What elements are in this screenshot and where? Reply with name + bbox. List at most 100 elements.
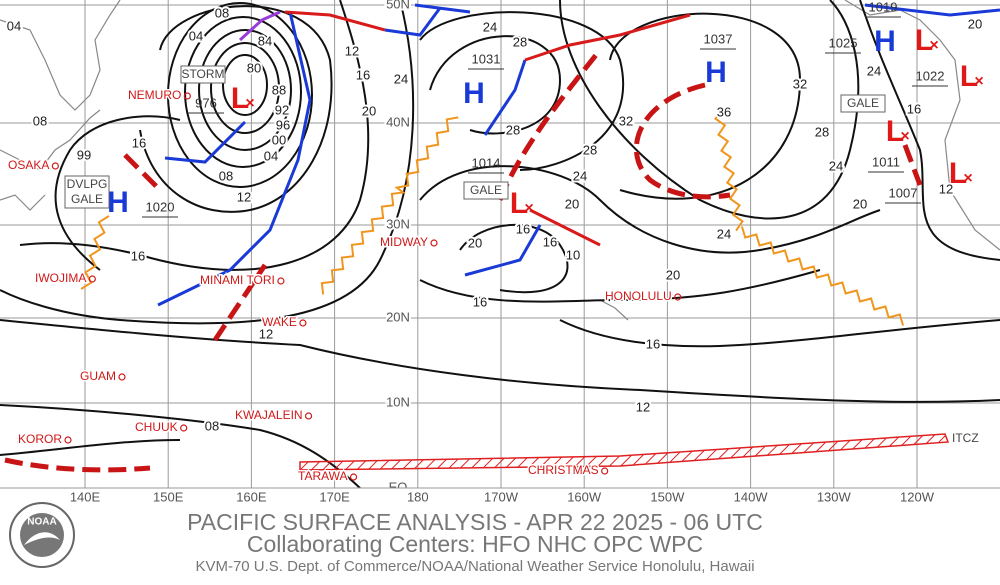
isobar-label: 10 <box>566 247 580 262</box>
central-pressure: 1022 <box>916 68 945 83</box>
itcz-band <box>299 433 950 471</box>
isobar-label: 20 <box>362 103 376 118</box>
place-name: GUAM <box>80 369 116 383</box>
isobar-label: 24 <box>717 226 731 241</box>
place-marker <box>430 239 438 247</box>
low-symbol: L <box>231 82 249 115</box>
isobar-label: 08 <box>33 113 47 128</box>
isobar-label: 16 <box>516 221 530 236</box>
isobar-label: 20 <box>853 196 867 211</box>
isobar-label: 12 <box>237 189 251 204</box>
longitude-label: 160W <box>567 489 602 504</box>
isobar-label: 99 <box>77 147 91 162</box>
longitude-label: 120W <box>900 489 935 504</box>
isobar-label: 24 <box>483 19 497 34</box>
isobar-label: 92 <box>275 102 289 117</box>
low-symbol: L <box>886 115 904 148</box>
latitude-label: 50N <box>386 0 410 11</box>
place-marker <box>601 467 609 475</box>
place-name: KOROR <box>18 432 62 446</box>
warning-box <box>463 181 509 200</box>
place-name: KWAJALEIN <box>235 408 303 422</box>
ridge <box>714 108 744 232</box>
low-cross: × <box>963 170 972 187</box>
place-marker <box>88 275 96 283</box>
isobar-label: 12 <box>259 326 273 341</box>
place-marker <box>299 319 307 327</box>
central-pressure: 1031 <box>472 51 501 66</box>
isobar-label: 28 <box>815 124 829 139</box>
low-cross: × <box>974 73 983 90</box>
warning-label: STORM <box>181 67 224 81</box>
isobar-label: 16 <box>543 234 557 249</box>
longitude-label: 140W <box>734 489 769 504</box>
low-symbol: L <box>510 187 528 220</box>
warning-box <box>64 175 110 209</box>
latitude-label: 20N <box>386 309 410 324</box>
low-cross: × <box>245 95 254 112</box>
longitude-label: 150W <box>650 489 685 504</box>
low-symbol: L <box>949 157 967 190</box>
isobar-label: 16 <box>473 294 487 309</box>
isobar-label: 96 <box>276 117 290 132</box>
isobar-label: 08 <box>219 168 233 183</box>
isobar-label: 08 <box>215 5 229 20</box>
isobar-label: 16 <box>356 67 370 82</box>
isobar-label: 28 <box>513 34 527 49</box>
isobar-label: 32 <box>793 76 807 91</box>
latitude-label: 40N <box>386 114 410 129</box>
isobar-label: 20 <box>666 267 680 282</box>
high-symbol: H <box>874 25 896 58</box>
place-name: MIDWAY <box>380 235 428 249</box>
place-name: TARAWA <box>298 469 348 483</box>
central-pressure: 1007 <box>889 185 918 200</box>
fronts <box>4 3 1000 473</box>
longitude-label: 170W <box>484 489 519 504</box>
place-marker <box>180 424 188 432</box>
place-name: CHUUK <box>135 420 178 434</box>
longitude-label: 140E <box>70 489 101 504</box>
isobar-label: 08 <box>205 418 219 433</box>
footer: KVM-70 U.S. Dept. of Commerce/NOAA/Natio… <box>195 558 754 575</box>
central-pressure: 1019 <box>869 0 898 14</box>
isobar-label: 12 <box>636 399 650 414</box>
place-marker <box>51 162 59 170</box>
isobar-label: 84 <box>258 33 272 48</box>
place-marker <box>674 293 682 301</box>
place-name: OSAKA <box>8 158 49 172</box>
isobar-label: 24 <box>573 168 587 183</box>
footer-area <box>0 488 1000 580</box>
central-pressure: 1020 <box>146 199 175 214</box>
longitude-label: 180 <box>407 489 429 504</box>
place-marker <box>349 473 358 481</box>
ridge <box>320 116 459 295</box>
warning-label: GALE <box>71 192 103 206</box>
low-symbol: L <box>960 60 978 93</box>
isobar-label: 24 <box>867 63 881 78</box>
low-cross: × <box>900 128 909 145</box>
place-name: NEMURO <box>128 88 181 102</box>
high-symbol: H <box>107 186 129 219</box>
place-marker <box>118 373 126 381</box>
isobar-label: 20 <box>968 16 982 31</box>
noaa-logo: NOAA <box>9 502 75 568</box>
warning-label: DVLPG <box>67 177 108 191</box>
high-symbol: H <box>463 77 485 110</box>
isobar-label: 16 <box>907 101 921 116</box>
isobar-label: 04 <box>189 28 203 43</box>
isobar-label: 12 <box>939 181 953 196</box>
subtitle: Collaborating Centers: HFO NHC OPC WPC <box>247 531 703 557</box>
isobars <box>0 0 1000 489</box>
warning-label: GALE <box>847 96 879 110</box>
isobar-label: 32 <box>619 113 633 128</box>
central-pressure: 1037 <box>704 31 733 46</box>
isobar-label: 04 <box>264 148 278 163</box>
ridge <box>740 226 905 326</box>
isobar-label: 00 <box>272 132 286 147</box>
isobar-label: 04 <box>7 18 21 33</box>
warning-box <box>840 94 886 113</box>
warning-label: GALE <box>470 183 502 197</box>
central-pressure: 976 <box>195 95 217 110</box>
place-marker <box>277 277 285 285</box>
